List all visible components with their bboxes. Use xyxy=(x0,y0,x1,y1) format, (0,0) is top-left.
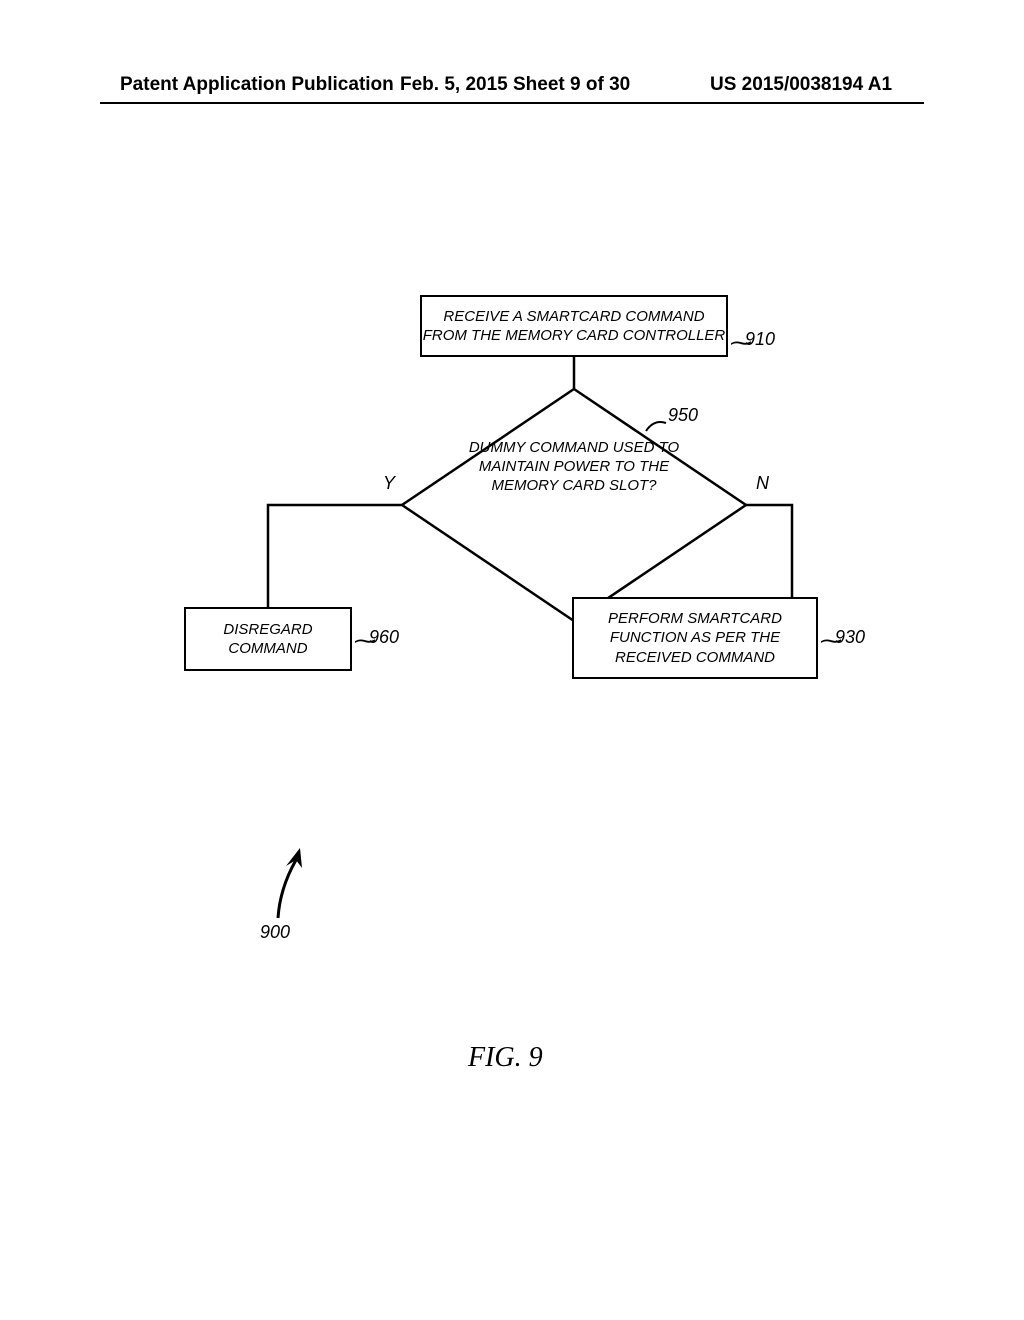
header-center: Feb. 5, 2015 Sheet 9 of 30 xyxy=(400,74,630,96)
edge-label-no: N xyxy=(756,473,769,494)
header-rule xyxy=(100,102,924,104)
node-disregard: DISREGARD COMMAND xyxy=(184,607,352,671)
node-text: DISREGARD COMMAND xyxy=(186,620,350,659)
figure-ref-arrow xyxy=(266,848,316,924)
flowchart: RECEIVE A SMARTCARD COMMAND FROM THE MEM… xyxy=(184,295,864,695)
figure-ref-number: 900 xyxy=(260,922,290,943)
ref-930: 930 xyxy=(835,627,865,648)
node-text: DUMMY COMMAND USED TO MAINTAIN POWER TO … xyxy=(444,439,704,495)
node-text: PERFORM SMARTCARD FUNCTION AS PER THE RE… xyxy=(574,609,816,668)
ref-960: 960 xyxy=(369,627,399,648)
node-perform-function: PERFORM SMARTCARD FUNCTION AS PER THE RE… xyxy=(572,597,818,679)
page-header: Patent Application Publication Feb. 5, 2… xyxy=(0,74,1024,104)
ref-910: 910 xyxy=(745,329,775,350)
ref-950: 950 xyxy=(668,405,698,426)
edge-label-yes: Y xyxy=(383,473,395,494)
figure-caption: FIG. 9 xyxy=(468,1042,543,1074)
node-text: RECEIVE A SMARTCARD COMMAND FROM THE MEM… xyxy=(422,307,726,346)
header-left: Patent Application Publication xyxy=(120,74,394,96)
header-right: US 2015/0038194 A1 xyxy=(710,74,892,96)
node-receive-command: RECEIVE A SMARTCARD COMMAND FROM THE MEM… xyxy=(420,295,728,357)
